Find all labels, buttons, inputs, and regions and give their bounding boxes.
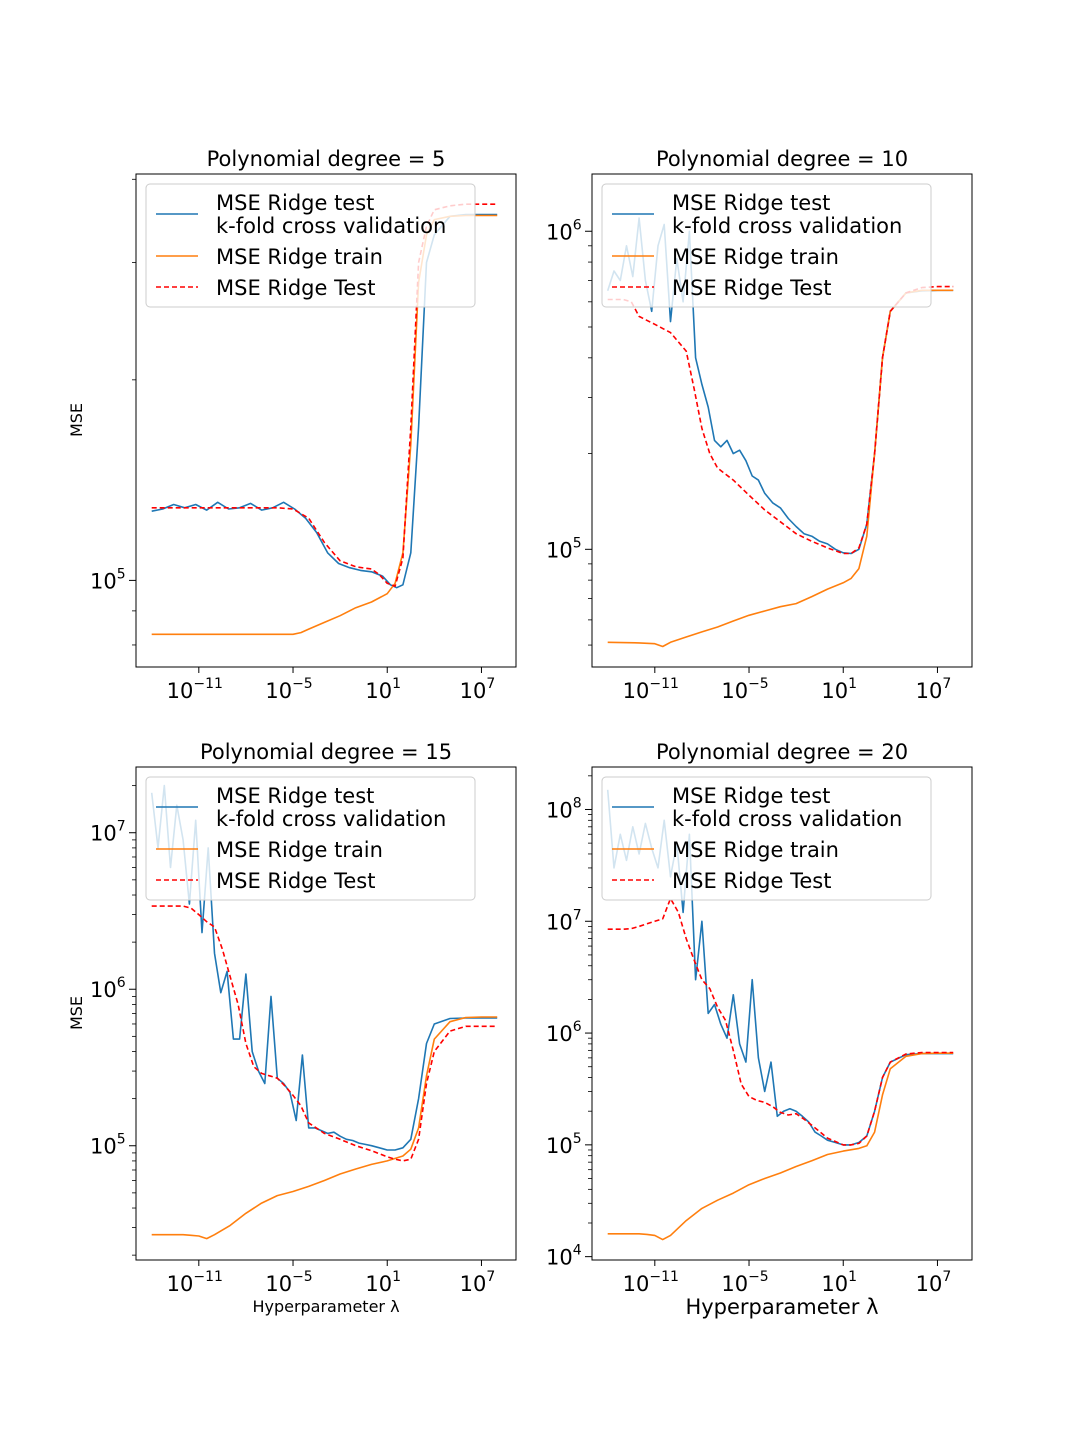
series-line-train: [151, 1016, 498, 1240]
legend-label-test: MSE Ridge Test: [216, 276, 375, 300]
subplot-degree-10: Polynomial degree = 10 10−11 10−5 101 10710…: [546, 147, 973, 703]
legend-label-cv: MSE Ridge test: [216, 191, 374, 215]
legend-label-train: MSE Ridge train: [216, 838, 383, 862]
subplot-title: Polynomial degree = 15: [200, 740, 452, 764]
subplot-title: Polynomial degree = 20: [656, 740, 908, 764]
axes-frame: [135, 173, 517, 668]
series-line-test: [151, 905, 498, 1162]
legend-label-cv: MSE Ridge test: [216, 784, 374, 808]
legend-label-cv: MSE Ridge test: [672, 191, 830, 215]
series-group: [150, 784, 498, 1240]
axes-frame: [591, 766, 973, 1261]
legend-label-cv: MSE Ridge test: [672, 784, 830, 808]
legend-label-test: MSE Ridge Test: [216, 869, 375, 893]
legend-label-test: MSE Ridge Test: [672, 276, 831, 300]
axes-frame: [591, 173, 973, 668]
series-line-cv: [150, 784, 498, 1151]
series-line-train: [607, 1052, 954, 1241]
legend-label-cv: k-fold cross validation: [216, 807, 446, 831]
legend: MSE Ridge test k-fold cross validation MS…: [145, 776, 476, 901]
x-axis-label: Hyperparameter λ: [252, 1297, 399, 1316]
y-axis-label: MSE: [67, 996, 86, 1030]
y-tick-label: 104: [546, 1243, 582, 1270]
legend-box: [145, 776, 476, 901]
legend-label-cv: k-fold cross validation: [216, 214, 446, 238]
y-tick-label: 107: [90, 819, 126, 846]
legend: MSE Ridge test k-fold cross validation MS…: [601, 776, 932, 901]
legend-label-cv: k-fold cross validation: [672, 214, 902, 238]
legend: MSE Ridge test k-fold cross validation MS…: [601, 183, 932, 308]
legend-label-train: MSE Ridge train: [216, 245, 383, 269]
axes-frame: [135, 766, 517, 1261]
subplot-degree-5: Polynomial degree = 5 MSE 10−11 10−5 101 10…: [67, 147, 517, 703]
legend-label-cv: k-fold cross validation: [672, 807, 902, 831]
y-axis-label: MSE: [67, 403, 86, 437]
y-tick-label: 105: [90, 566, 126, 593]
legend-box: [601, 183, 932, 308]
legend-box: [145, 183, 476, 308]
subplot-title: Polynomial degree = 10: [656, 147, 908, 171]
subplot-title: Polynomial degree = 5: [207, 147, 446, 171]
subplot-degree-15: Polynomial degree = 15 MSE Hyperparamete…: [67, 740, 517, 1316]
legend: MSE Ridge test k-fold cross validation MS…: [145, 183, 476, 308]
legend-label-train: MSE Ridge train: [672, 838, 839, 862]
x-axis-label: Hyperparameter λ: [685, 1295, 878, 1319]
series-line-test: [607, 285, 954, 555]
legend-label-train: MSE Ridge train: [672, 245, 839, 269]
x-tick-label: 101: [365, 676, 401, 703]
legend-label-test: MSE Ridge Test: [672, 869, 831, 893]
series-line-test: [607, 897, 954, 1146]
legend-box: [601, 776, 932, 901]
subplot-degree-20: Polynomial degree = 20 Hyperparameter λ …: [546, 740, 973, 1319]
